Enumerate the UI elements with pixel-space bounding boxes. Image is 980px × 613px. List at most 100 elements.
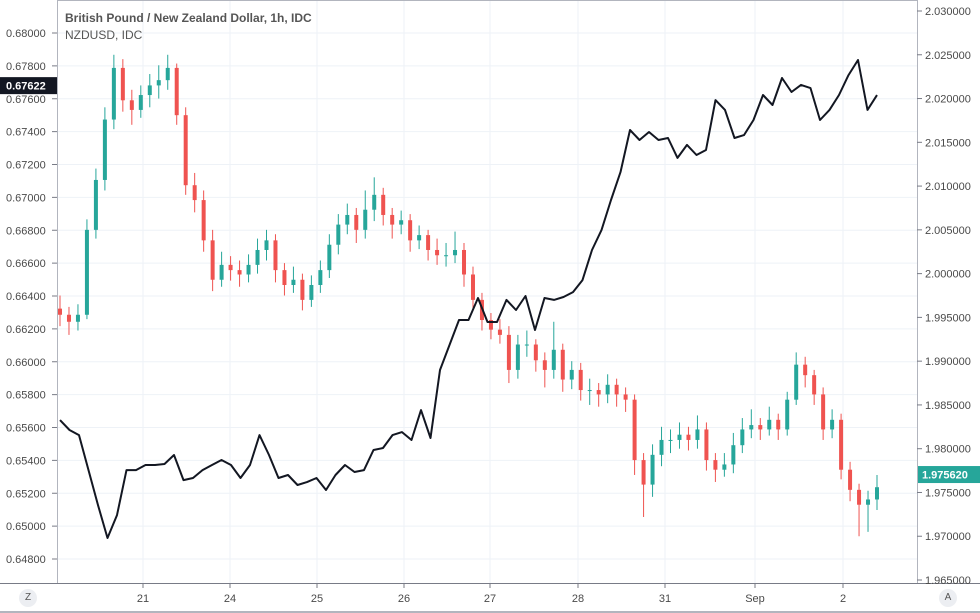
candle-body xyxy=(156,80,161,86)
candle-body xyxy=(66,314,71,322)
right-tick-label: 1.965000 xyxy=(925,575,971,587)
candle xyxy=(668,429,673,454)
candle xyxy=(300,273,305,311)
candle xyxy=(704,422,709,471)
candle-body xyxy=(776,419,781,430)
candle-body xyxy=(381,194,386,215)
candle xyxy=(58,295,62,327)
candle xyxy=(857,483,862,537)
candle xyxy=(551,321,556,379)
candle-body xyxy=(183,115,188,186)
candle xyxy=(282,263,287,296)
time-tick-label: 28 xyxy=(572,593,584,605)
candle-body xyxy=(291,279,296,286)
candle-body xyxy=(111,67,116,120)
nzdusd-line xyxy=(59,59,878,539)
candle-body xyxy=(488,320,493,330)
candle xyxy=(192,172,197,213)
candle xyxy=(363,190,368,239)
candle-body xyxy=(246,264,251,275)
candle xyxy=(605,374,610,404)
candle xyxy=(596,383,601,407)
candle-body xyxy=(129,100,134,110)
left-tick-label: 0.67200 xyxy=(6,160,46,172)
candle-body xyxy=(426,235,431,250)
candle-body xyxy=(417,235,422,241)
candle xyxy=(587,378,592,405)
left-tick-label: 0.65800 xyxy=(6,390,46,402)
candle-body xyxy=(264,240,269,250)
candle-body xyxy=(165,67,170,81)
candle xyxy=(542,352,547,388)
candle xyxy=(381,187,386,226)
candle-body xyxy=(641,460,646,485)
timezone-button[interactable]: Z xyxy=(19,589,37,607)
left-tick-label: 0.66600 xyxy=(6,258,46,270)
candle xyxy=(111,54,116,130)
left-tick-label: 0.65400 xyxy=(6,455,46,467)
candle xyxy=(408,214,413,252)
candle xyxy=(623,387,628,412)
candle xyxy=(156,65,161,99)
right-tick-label: 1.975000 xyxy=(925,487,971,499)
candle xyxy=(875,474,879,510)
candle-body xyxy=(794,364,799,400)
candle-body xyxy=(587,390,592,392)
candle xyxy=(264,229,269,261)
candle-body xyxy=(605,384,610,395)
candle-body xyxy=(758,425,763,430)
candle-body xyxy=(542,360,547,370)
candle-body xyxy=(785,399,790,430)
candle xyxy=(578,362,583,401)
auto-scale-button[interactable]: A xyxy=(939,589,957,607)
candle-body xyxy=(506,334,511,370)
candle xyxy=(75,304,80,331)
candle xyxy=(749,409,754,439)
left-price-axis[interactable]: 0.68000 0.67800 0.67600 0.67400 0.67200 0.670… xyxy=(6,28,57,566)
right-tick-label: 2.015000 xyxy=(925,137,971,149)
candle xyxy=(848,461,853,502)
candle xyxy=(147,74,152,108)
candlestick-series xyxy=(58,54,879,537)
compare-series-title[interactable]: NZDUSD, IDC xyxy=(65,28,143,42)
candle xyxy=(524,330,529,357)
candle xyxy=(812,369,817,405)
candle xyxy=(228,256,233,281)
right-tick-label: 2.030000 xyxy=(925,6,971,18)
time-tick-label: Sep xyxy=(745,593,765,605)
candle xyxy=(785,391,790,436)
time-tick-label: 25 xyxy=(311,593,323,605)
candle xyxy=(444,242,449,267)
left-tick-label: 0.66000 xyxy=(6,357,46,369)
left-tick-label: 0.67000 xyxy=(6,192,46,204)
candle-body xyxy=(470,274,475,300)
right-tick-label: 1.980000 xyxy=(925,444,971,456)
candle xyxy=(641,453,646,517)
time-tick-label: 27 xyxy=(484,593,496,605)
candle-body xyxy=(390,214,395,225)
right-last-price-tag: 1.975620 xyxy=(918,466,980,484)
candle xyxy=(767,406,772,436)
candle xyxy=(803,356,808,388)
candle-body xyxy=(632,399,637,461)
candle xyxy=(462,242,467,287)
candle-body xyxy=(336,224,341,245)
candle-body xyxy=(58,308,62,315)
candle xyxy=(354,207,359,243)
candle xyxy=(273,234,278,283)
candle-body xyxy=(749,425,754,430)
candle-body xyxy=(444,255,449,257)
time-tick-label: 24 xyxy=(224,593,236,605)
chart-legend: British Pound / New Zealand Dollar, 1h, … xyxy=(65,10,312,44)
candle xyxy=(722,453,727,477)
candle xyxy=(506,326,511,384)
right-price-axis[interactable]: 2.030000 2.025000 2.020000 2.015000 2.010000… xyxy=(917,6,971,587)
candle-body xyxy=(866,499,871,505)
candle xyxy=(165,54,170,90)
main-series-title[interactable]: British Pound / New Zealand Dollar, 1h, … xyxy=(65,11,312,25)
candle-body xyxy=(659,439,664,455)
time-axis[interactable]: 21 24 25 26 27 28 31 Sep 2 xyxy=(137,583,846,605)
candle xyxy=(713,453,718,482)
candle-body xyxy=(623,394,628,400)
